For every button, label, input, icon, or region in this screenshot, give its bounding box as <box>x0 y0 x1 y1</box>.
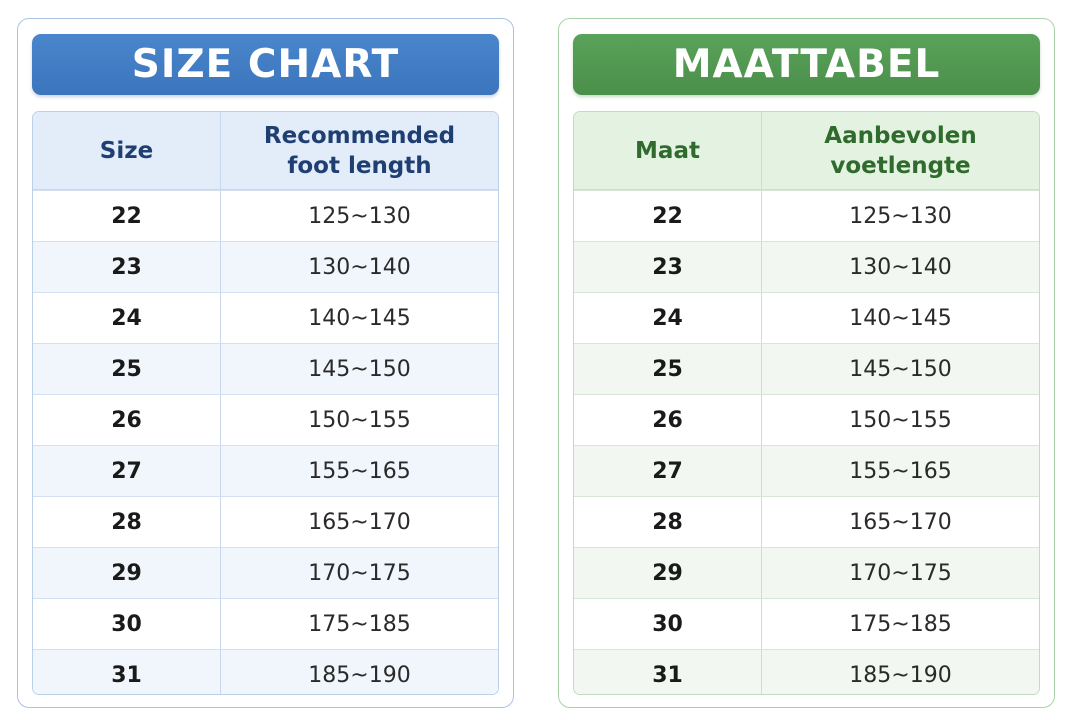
table-row: 27 155~165 <box>574 445 1039 496</box>
header-size: Size <box>33 112 221 189</box>
size-cell: 28 <box>33 497 221 547</box>
size-cell: 30 <box>574 599 762 649</box>
foot-length-cell: 125~130 <box>849 203 952 229</box>
table-row: 23 130~140 <box>33 241 498 292</box>
size-cell: 31 <box>33 650 221 694</box>
table-row: 29 170~175 <box>33 547 498 598</box>
header-foot-length: Recommended foot length <box>221 112 498 189</box>
size-cell: 31 <box>574 650 762 694</box>
size-cell: 30 <box>33 599 221 649</box>
size-chart-table-dutch: Maat Aanbevolen voetlengte 22 125~130 23 13… <box>573 111 1040 695</box>
size-cell: 25 <box>33 344 221 394</box>
foot-length-cell: 130~140 <box>849 254 952 280</box>
table-header-row: Maat Aanbevolen voetlengte <box>574 112 1039 190</box>
header-foot-length-line2: foot length <box>287 152 432 179</box>
foot-length-cell: 155~165 <box>308 458 411 484</box>
table-row: 24 140~145 <box>33 292 498 343</box>
table-row: 26 150~155 <box>33 394 498 445</box>
size-cell: 25 <box>574 344 762 394</box>
foot-length-cell: 140~145 <box>849 305 952 331</box>
header-voetlengte-line2: voetlengte <box>830 152 971 179</box>
table-row: 31 185~190 <box>33 649 498 694</box>
foot-length-cell: 185~190 <box>849 662 952 688</box>
maattabel-title: MAATTABEL <box>573 34 1040 95</box>
header-foot-length-line1: Recommended <box>263 122 456 149</box>
table-row: 25 145~150 <box>574 343 1039 394</box>
table-row: 24 140~145 <box>574 292 1039 343</box>
table-row: 28 165~170 <box>574 496 1039 547</box>
size-cell: 27 <box>574 446 762 496</box>
table-row: 23 130~140 <box>574 241 1039 292</box>
header-voetlengte-line1: Aanbevolen <box>824 122 977 149</box>
size-chart-panel-dutch: MAATTABEL Maat Aanbevolen voetlengte 22 1… <box>558 18 1055 708</box>
foot-length-cell: 150~155 <box>849 407 952 433</box>
size-cell: 29 <box>33 548 221 598</box>
table-header-row: Size Recommended foot length <box>33 112 498 190</box>
table-row: 31 185~190 <box>574 649 1039 694</box>
table-row: 30 175~185 <box>574 598 1039 649</box>
size-cell: 29 <box>574 548 762 598</box>
size-chart-title: SIZE CHART <box>32 34 499 95</box>
header-maat: Maat <box>574 112 762 189</box>
foot-length-cell: 145~150 <box>849 356 952 382</box>
size-cell: 24 <box>33 293 221 343</box>
table-row: 22 125~130 <box>33 190 498 241</box>
size-chart-panel-english: SIZE CHART Size Recommended foot length … <box>17 18 514 708</box>
foot-length-cell: 145~150 <box>308 356 411 382</box>
size-cell: 23 <box>574 242 762 292</box>
foot-length-cell: 165~170 <box>849 509 952 535</box>
foot-length-cell: 150~155 <box>308 407 411 433</box>
foot-length-cell: 185~190 <box>308 662 411 688</box>
size-cell: 26 <box>33 395 221 445</box>
size-cell: 22 <box>574 191 762 241</box>
foot-length-cell: 125~130 <box>308 203 411 229</box>
size-cell: 23 <box>33 242 221 292</box>
size-chart-table-english: Size Recommended foot length 22 125~130 23… <box>32 111 499 695</box>
table-row: 25 145~150 <box>33 343 498 394</box>
table-row: 27 155~165 <box>33 445 498 496</box>
header-voetlengte: Aanbevolen voetlengte <box>762 112 1039 189</box>
foot-length-cell: 175~185 <box>849 611 952 637</box>
foot-length-cell: 170~175 <box>849 560 952 586</box>
table-row: 29 170~175 <box>574 547 1039 598</box>
foot-length-cell: 130~140 <box>308 254 411 280</box>
size-cell: 28 <box>574 497 762 547</box>
size-cell: 27 <box>33 446 221 496</box>
table-row: 28 165~170 <box>33 496 498 547</box>
table-row: 26 150~155 <box>574 394 1039 445</box>
size-cell: 22 <box>33 191 221 241</box>
size-cell: 24 <box>574 293 762 343</box>
size-cell: 26 <box>574 395 762 445</box>
table-row: 22 125~130 <box>574 190 1039 241</box>
foot-length-cell: 170~175 <box>308 560 411 586</box>
foot-length-cell: 165~170 <box>308 509 411 535</box>
foot-length-cell: 175~185 <box>308 611 411 637</box>
foot-length-cell: 155~165 <box>849 458 952 484</box>
table-row: 30 175~185 <box>33 598 498 649</box>
foot-length-cell: 140~145 <box>308 305 411 331</box>
